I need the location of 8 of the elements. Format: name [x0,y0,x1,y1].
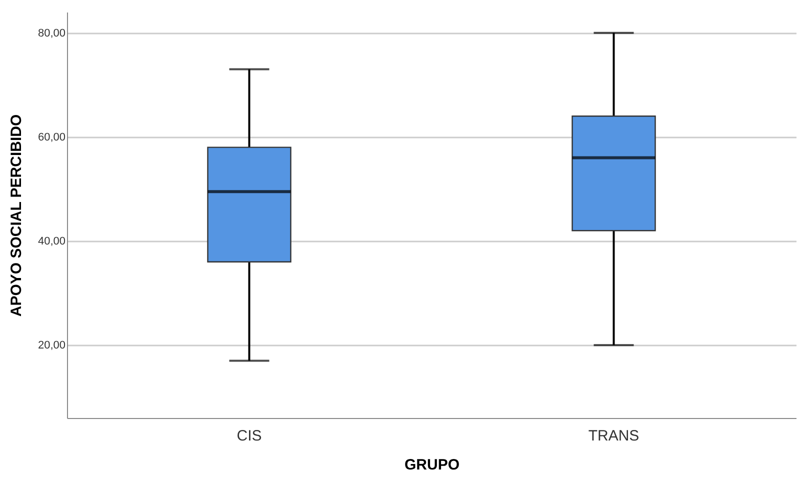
y-tick-label: 80,00 [38,27,66,40]
x-axis-title: GRUPO [404,456,460,474]
y-tick-label: 60,00 [38,131,66,144]
y-tick-label: 40,00 [38,236,66,248]
x-tick-label: CIS [236,428,262,444]
y-axis-title: APOYO SOCIAL PERCIBIDO [8,114,25,317]
y-tick-label: 20,00 [38,340,66,352]
x-tick-label: TRANS [588,428,640,444]
